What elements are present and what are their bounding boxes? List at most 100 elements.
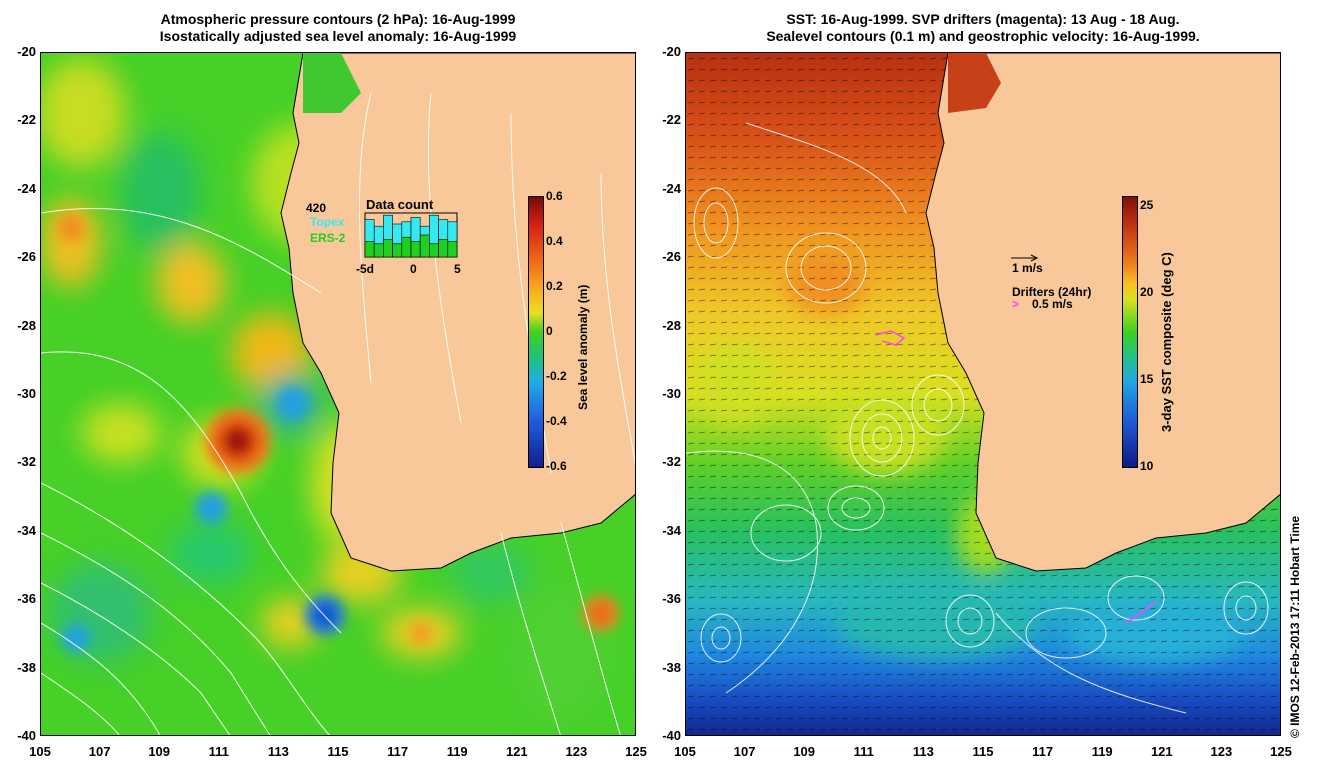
drifter-track-2 bbox=[1125, 600, 1157, 624]
drifter-speed-label: 0.5 m/s bbox=[1032, 297, 1073, 311]
data-count-histogram bbox=[364, 212, 458, 258]
y-tick-label: -32 bbox=[662, 454, 681, 470]
y-tick-label: -36 bbox=[662, 591, 681, 607]
x-tick-label: 107 bbox=[733, 744, 756, 759]
y-tick-label: -24 bbox=[662, 180, 681, 196]
x-tick-label: 117 bbox=[1032, 744, 1054, 759]
x-tick-label: 117 bbox=[387, 744, 409, 759]
y-tick-label: -28 bbox=[17, 317, 36, 333]
x-tick-label: 107 bbox=[88, 744, 111, 759]
y-tick-label: -26 bbox=[17, 249, 36, 265]
x-tick-label: 123 bbox=[1210, 744, 1233, 759]
colorbar-tick-label: 10 bbox=[1140, 459, 1154, 473]
y-tick-label: -22 bbox=[662, 112, 681, 128]
colorbar-tick-label: 20 bbox=[1140, 284, 1154, 299]
x-tick-label: 121 bbox=[1150, 744, 1173, 759]
y-tick-label: -40 bbox=[662, 728, 681, 743]
right-title-line2: Sealevel contours (0.1 m) and geostrophi… bbox=[766, 28, 1200, 44]
ers-bar bbox=[410, 241, 421, 258]
north-coast-warm bbox=[948, 53, 1001, 113]
inset-xtick-0: 0 bbox=[410, 262, 417, 276]
right-colorbar-label: 3-day SST composite (deg C) bbox=[1159, 252, 1174, 432]
left-map-svg bbox=[41, 53, 635, 735]
inset-count-label: 420 bbox=[306, 201, 327, 215]
x-tick-label: 109 bbox=[148, 744, 171, 759]
sst-map[interactable] bbox=[685, 52, 1281, 736]
ers-bar bbox=[419, 234, 430, 258]
inset-xtick-5: 5 bbox=[454, 262, 461, 276]
colorbar-tick-label: 25 bbox=[1140, 197, 1154, 212]
inset-xtick-minus5: -5d bbox=[356, 262, 374, 276]
y-tick-label: -28 bbox=[662, 317, 681, 333]
inset-topex-label: Topex bbox=[310, 215, 345, 229]
y-tick-label: -34 bbox=[17, 522, 36, 538]
ers-bar bbox=[401, 236, 412, 258]
colorbar-tick-label: -0.6 bbox=[546, 459, 567, 473]
ers-bar bbox=[364, 241, 375, 258]
y-tick-label: -36 bbox=[17, 591, 36, 607]
colorbar-tick-label: -0.4 bbox=[546, 414, 567, 428]
pressure-contours bbox=[41, 92, 635, 735]
colorbar-tick-label: 0.4 bbox=[546, 234, 563, 248]
ers-bar bbox=[447, 241, 458, 258]
x-tick-label: 105 bbox=[674, 744, 696, 759]
australia-landmass bbox=[280, 53, 635, 572]
x-tick-label: 121 bbox=[505, 744, 528, 759]
y-tick-label: -22 bbox=[17, 112, 36, 128]
credit-text: © IMOS 12-Feb-2013 17:11 Hobart Time bbox=[1288, 515, 1302, 738]
y-tick-label: -30 bbox=[662, 386, 681, 401]
x-tick-label: 115 bbox=[327, 744, 349, 759]
x-tick-label: 109 bbox=[793, 744, 816, 759]
velocity-scale-arrow bbox=[1011, 254, 1039, 262]
y-tick-label: -20 bbox=[662, 44, 681, 59]
y-tick-label: -38 bbox=[17, 659, 36, 675]
colorbar-tick-label: 15 bbox=[1140, 371, 1154, 386]
anomaly-eddies bbox=[57, 214, 619, 652]
left-colorbar bbox=[528, 196, 544, 468]
y-tick-label: -32 bbox=[17, 454, 36, 470]
ers-bar bbox=[392, 243, 403, 258]
sealevel-contours bbox=[686, 122, 1269, 714]
drifters-legend-label: Drifters (24hr) bbox=[1012, 285, 1092, 299]
y-tick-label: -40 bbox=[17, 728, 36, 743]
colorbar-tick-label: 0 bbox=[546, 324, 553, 338]
left-title-line2: Isostatically adjusted sea level anomaly… bbox=[159, 28, 517, 44]
colorbar-tick-label: 0.2 bbox=[546, 279, 563, 293]
x-tick-label: 125 bbox=[1270, 744, 1292, 759]
x-tick-label: 119 bbox=[446, 744, 468, 759]
x-tick-label: 123 bbox=[565, 744, 588, 759]
x-tick-label: 105 bbox=[29, 744, 51, 759]
sea-level-anomaly-map[interactable] bbox=[40, 52, 636, 736]
anomaly-field bbox=[41, 58, 611, 723]
drifter-track-1 bbox=[875, 330, 906, 346]
australia-landmass bbox=[925, 53, 1280, 572]
x-tick-label: 111 bbox=[853, 744, 874, 759]
y-tick-label: -24 bbox=[17, 180, 36, 196]
ers-bar bbox=[429, 243, 439, 258]
x-tick-label: 113 bbox=[912, 744, 934, 759]
right-colorbar bbox=[1122, 196, 1138, 468]
colorbar-tick-label: 0.6 bbox=[546, 189, 563, 203]
velocity-scale-label: 1 m/s bbox=[1012, 261, 1043, 275]
left-title-line1: Atmospheric pressure contours (2 hPa): 1… bbox=[160, 11, 516, 27]
y-tick-label: -26 bbox=[662, 249, 681, 265]
inset-ers-label: ERS-2 bbox=[310, 231, 346, 245]
drifter-arrow-icon: > bbox=[1012, 297, 1020, 311]
ers-bar bbox=[373, 243, 384, 258]
x-tick-label: 125 bbox=[625, 744, 647, 759]
ers-bar bbox=[383, 239, 393, 258]
colorbar-tick-label: -0.2 bbox=[546, 369, 567, 383]
x-tick-label: 115 bbox=[972, 744, 994, 759]
right-title-line1: SST: 16-Aug-1999. SVP drifters (magenta)… bbox=[786, 11, 1180, 27]
x-tick-label: 119 bbox=[1091, 744, 1113, 759]
right-map-svg bbox=[686, 53, 1280, 735]
x-tick-label: 111 bbox=[208, 744, 229, 759]
north-coast-strip bbox=[303, 53, 361, 113]
inset-title: Data count bbox=[366, 197, 434, 212]
y-tick-label: -30 bbox=[17, 386, 36, 401]
y-tick-label: -20 bbox=[17, 44, 36, 59]
left-colorbar-label: Sea level anomaly (m) bbox=[576, 284, 590, 410]
x-tick-label: 113 bbox=[267, 744, 289, 759]
y-tick-label: -34 bbox=[662, 522, 681, 538]
ers-bar bbox=[438, 239, 449, 258]
